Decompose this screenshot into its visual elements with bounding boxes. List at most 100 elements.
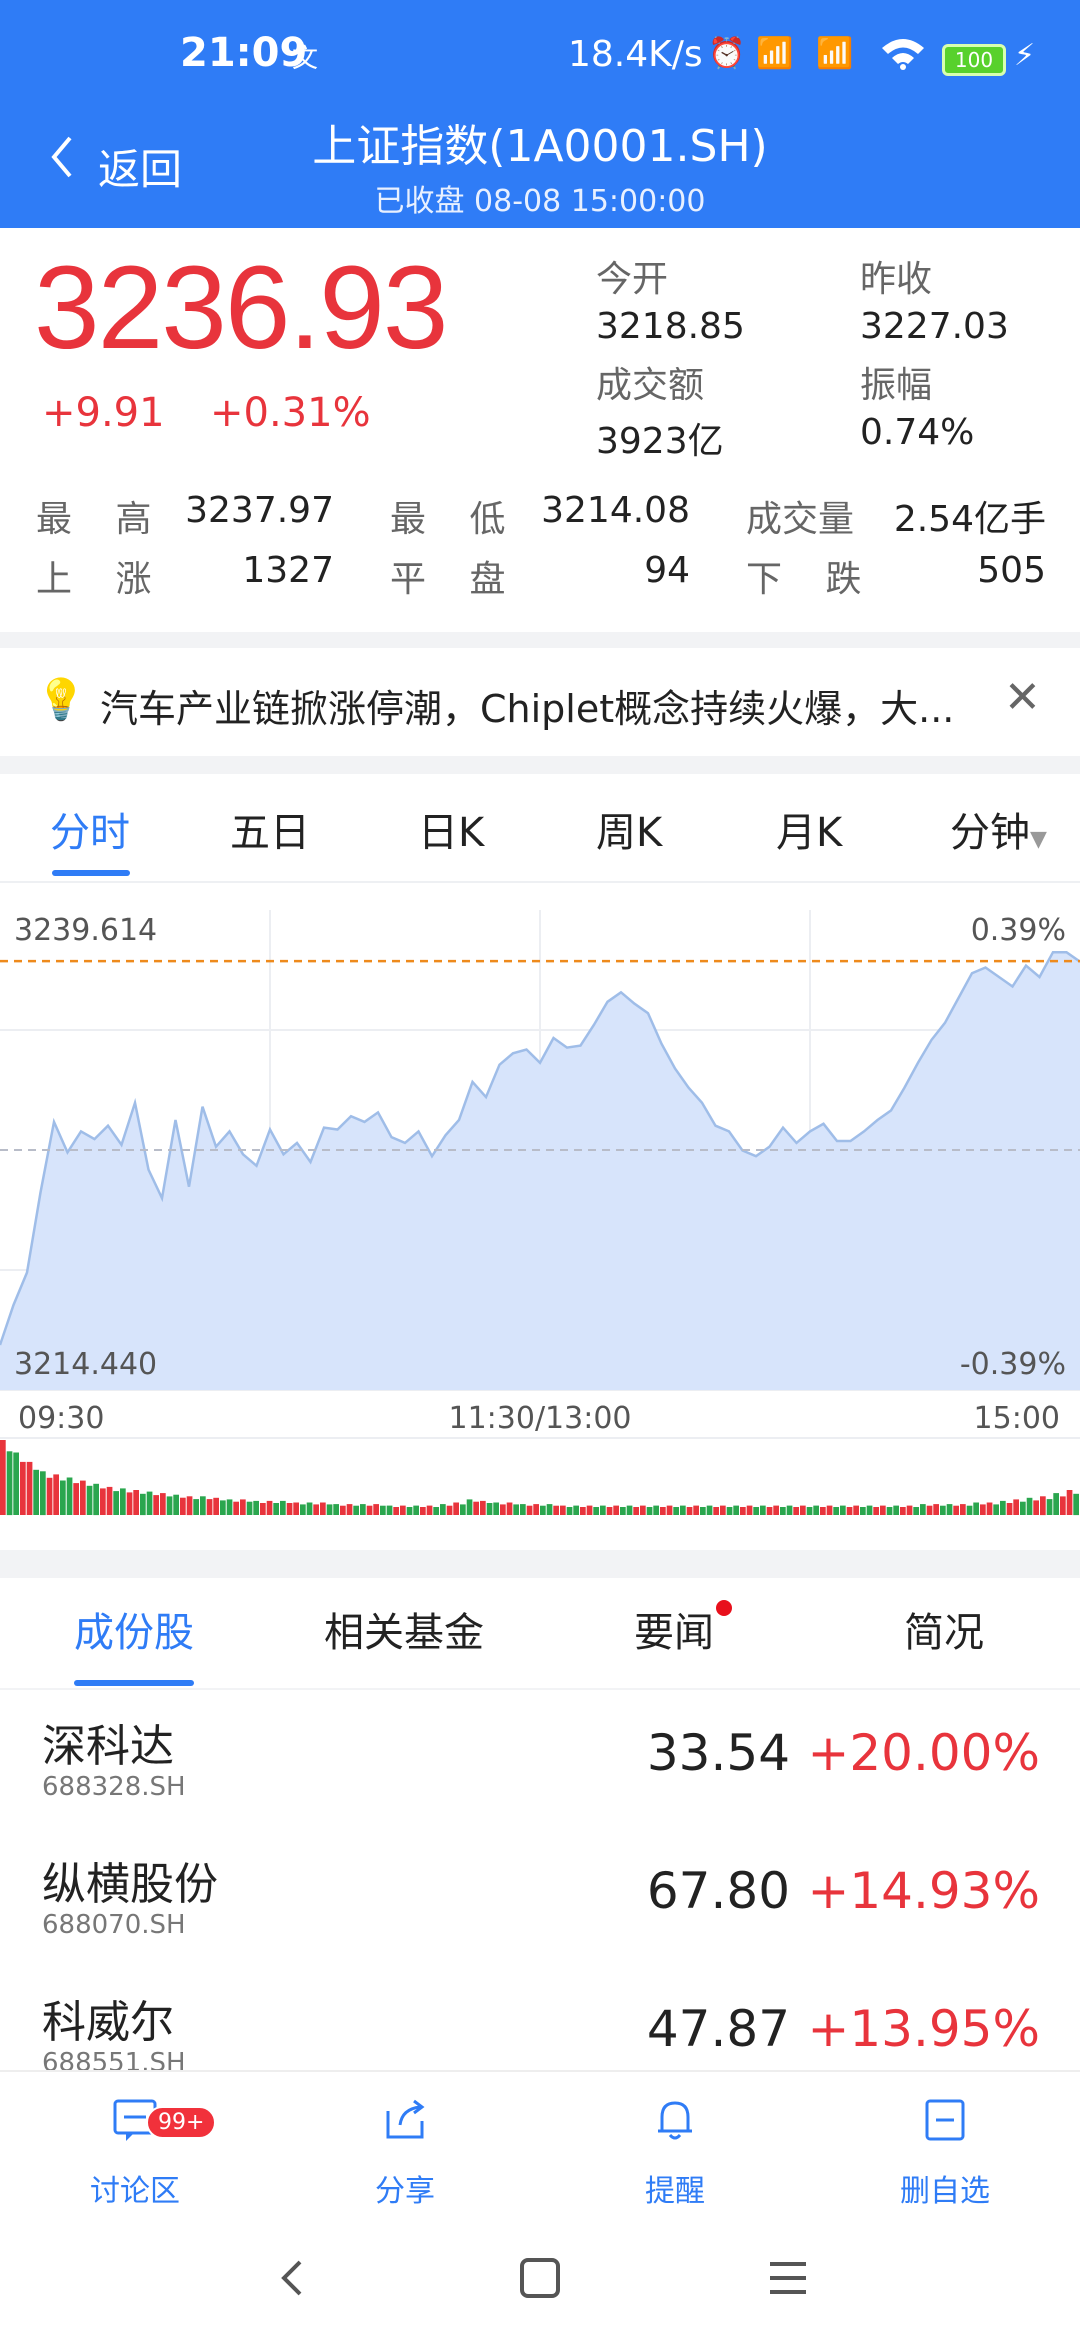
volume-bar (280, 1500, 286, 1515)
volume-bar (526, 1505, 533, 1515)
x-label-midday: 11:30/13:00 (448, 1401, 631, 1436)
volume-bar (640, 1505, 646, 1515)
remove-watchlist-label: 删自选 (900, 2174, 990, 2209)
volume-bar (286, 1503, 293, 1515)
network-speed: 18.4K/s (568, 34, 703, 75)
charging-icon: ⚡ (1014, 38, 1036, 73)
tab-intraday[interactable]: 分时 (50, 810, 130, 856)
volume-bar (93, 1483, 99, 1516)
volume-bar (713, 1507, 719, 1515)
volume-bar (680, 1505, 686, 1515)
volume-bar (400, 1505, 406, 1515)
volume-bar (146, 1491, 153, 1515)
tab-weekly-k[interactable]: 周K (596, 810, 663, 856)
intraday-chart[interactable]: 3239.614 3214.440 0.39% -0.39% 09:30 11:… (0, 880, 1080, 1520)
volume-bar (20, 1461, 26, 1515)
volume-bar (906, 1505, 913, 1515)
volume-bar (900, 1507, 906, 1515)
volume-bar (100, 1488, 106, 1515)
volume-bar (126, 1492, 133, 1515)
volume-bar (426, 1505, 433, 1515)
volume-bar (646, 1507, 653, 1515)
volume-bar (133, 1490, 139, 1515)
active-tab-indicator (74, 1680, 194, 1686)
volume-bar (500, 1504, 506, 1515)
volume-bar (366, 1505, 373, 1515)
volume-bar (760, 1505, 766, 1515)
volume-bar (673, 1507, 679, 1515)
share-button[interactable]: 分享 (320, 2096, 490, 2210)
volume-label: 成交量 (746, 499, 855, 540)
tab-related-funds[interactable]: 相关基金 (324, 1610, 484, 1656)
back-arrow-icon[interactable] (44, 130, 78, 193)
back-button[interactable]: 返回 (98, 145, 183, 194)
volume-bar (706, 1505, 713, 1515)
volume-bar (926, 1505, 933, 1515)
volume-bar (726, 1507, 733, 1515)
nav-home-icon[interactable] (518, 2250, 562, 2320)
tab-minute[interactable]: 分钟▼ (950, 810, 1047, 856)
volume-bar (773, 1505, 779, 1515)
discussion-label: 讨论区 (90, 2174, 180, 2209)
volume-bar (353, 1505, 359, 1515)
volume-bar (473, 1501, 479, 1515)
x-label-close: 15:00 (974, 1401, 1060, 1436)
volume-bar (506, 1502, 513, 1515)
tab-daily-k[interactable]: 日K (418, 810, 485, 856)
nav-back-icon[interactable] (272, 2250, 312, 2320)
close-icon[interactable]: ✕ (1004, 672, 1041, 723)
volume-bar (793, 1507, 799, 1515)
tab-constituents[interactable]: 成份股 (74, 1610, 194, 1656)
volume-bar (440, 1504, 446, 1515)
stock-name: 纵横股份 (42, 1859, 218, 1910)
volume-bar (946, 1504, 953, 1515)
volume-bar (813, 1505, 819, 1515)
unread-badge: 99+ (146, 2106, 217, 2139)
volume-bar (620, 1507, 626, 1515)
volume-bar (1060, 1496, 1066, 1515)
volume-bar (60, 1480, 66, 1515)
volume-bar (1046, 1499, 1053, 1515)
price-area (0, 952, 1080, 1390)
volume-bar (586, 1505, 593, 1515)
stock-price: 67.80 (646, 1862, 790, 1920)
alarm-icon: ⏰ (708, 36, 746, 71)
stock-code: 688070.SH (42, 1910, 186, 1940)
volume-bar (700, 1507, 706, 1515)
volume-bar (493, 1502, 499, 1515)
discussion-button[interactable]: 99+ 讨论区 (50, 2096, 220, 2210)
volume-bar (560, 1505, 566, 1515)
volume-bar (866, 1505, 873, 1515)
alert-button[interactable]: 提醒 (590, 2096, 760, 2210)
volume-bar (480, 1500, 486, 1515)
news-banner-text[interactable]: 汽车产业链掀涨停潮，Chiplet概念持续火爆，大... (100, 687, 955, 731)
volume-bar (960, 1504, 966, 1515)
tab-five-day[interactable]: 五日 (230, 810, 310, 856)
volume-bar (293, 1502, 299, 1515)
tab-overview[interactable]: 简况 (904, 1610, 984, 1656)
volume-bar (806, 1507, 813, 1515)
volume-bars (0, 1440, 1079, 1516)
volume-bar (666, 1505, 673, 1515)
tab-monthly-k[interactable]: 月K (776, 810, 843, 856)
amount-value: 3923亿 (596, 421, 724, 462)
volume-bar (953, 1505, 959, 1515)
volume-bar (460, 1504, 466, 1515)
volume-bar (413, 1505, 419, 1515)
volume-bar (593, 1507, 599, 1515)
volume-bar (886, 1507, 893, 1515)
tab-news[interactable]: 要闻 (634, 1610, 714, 1656)
nav-menu-icon[interactable] (766, 2250, 810, 2320)
volume-bar (300, 1504, 306, 1515)
remove-watchlist-button[interactable]: 删自选 (860, 2096, 1030, 2210)
volume-bar (313, 1504, 319, 1515)
volume-bar (860, 1507, 866, 1515)
volume-bar (733, 1505, 739, 1515)
volume-bar (986, 1502, 993, 1515)
high-label: 最 高 (36, 499, 168, 540)
volume-bar (220, 1500, 226, 1515)
up-count-label: 上 涨 (36, 559, 168, 600)
volume-bar (386, 1505, 393, 1515)
volume-bar (466, 1499, 473, 1515)
volume-bar (486, 1503, 493, 1515)
